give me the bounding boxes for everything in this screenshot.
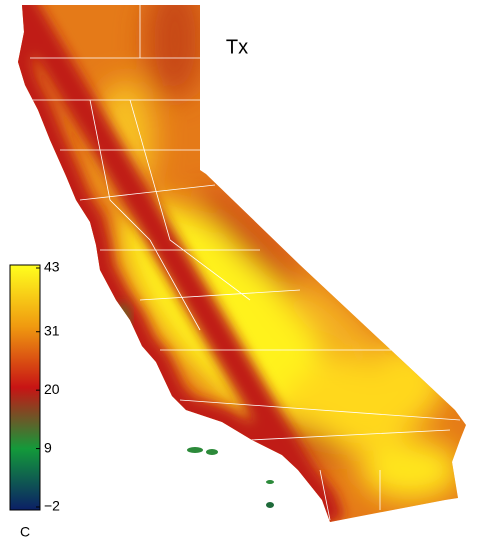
colorbar-tick-label: 9 bbox=[44, 439, 52, 455]
colorbar-tick-label: 43 bbox=[44, 259, 60, 275]
colorbar-tick-label: 20 bbox=[44, 381, 60, 397]
colorbar-tick-label: −2 bbox=[44, 498, 60, 514]
colorbar-tick-label: 31 bbox=[44, 322, 60, 338]
map-title: Tx bbox=[226, 36, 248, 58]
colorbar bbox=[9, 264, 41, 511]
islands bbox=[187, 447, 274, 508]
colorbar-unit: C bbox=[20, 524, 30, 540]
